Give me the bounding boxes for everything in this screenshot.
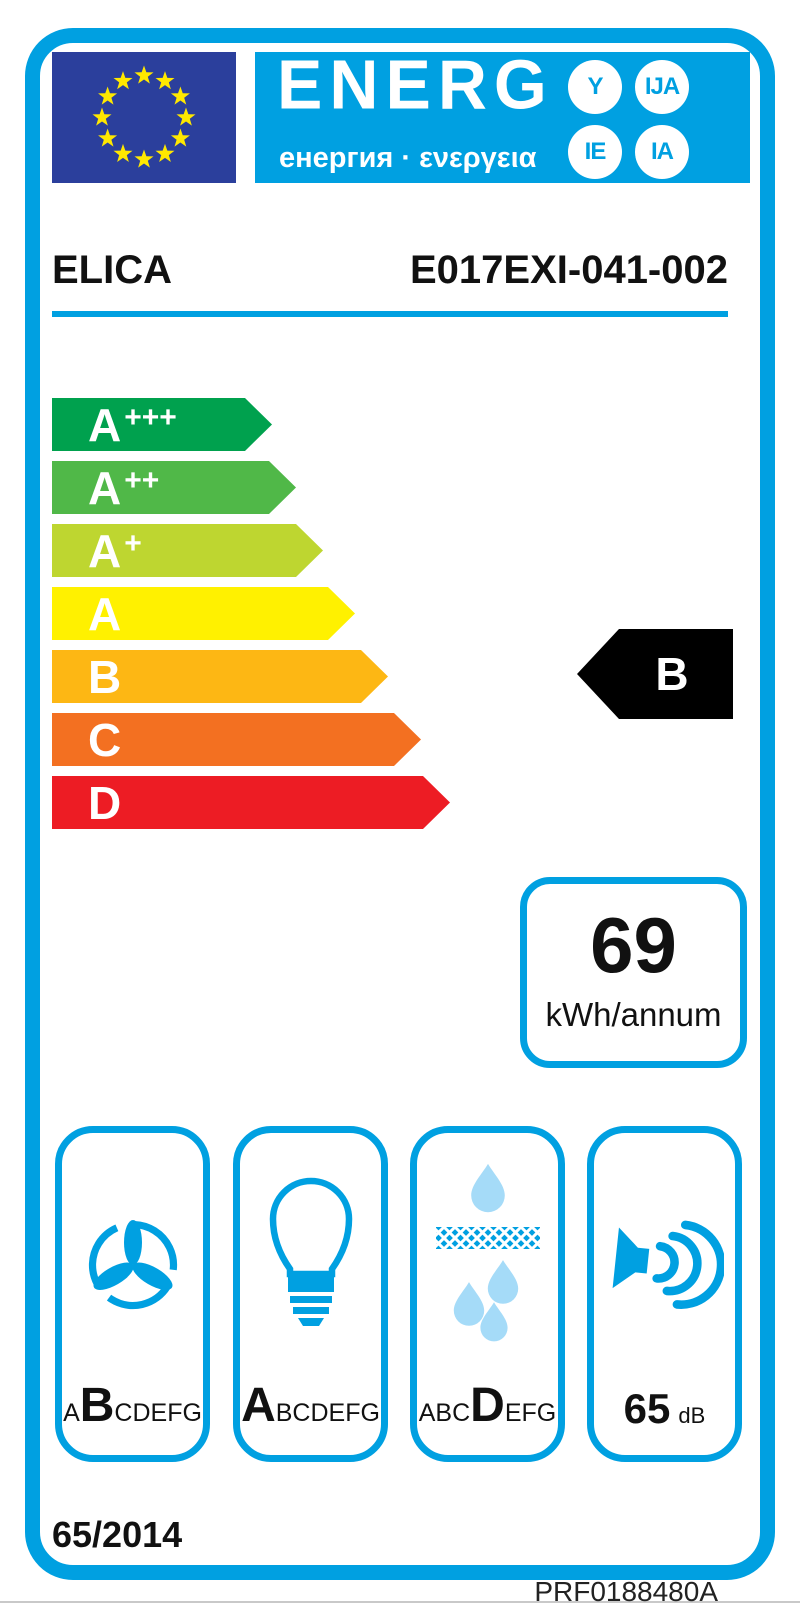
rating-arrow-a-plus2: A ++	[52, 461, 296, 514]
energ-logo: ENERG енергия · ενεργεια Y IJA IE IA	[255, 46, 750, 183]
regulation-number: 65/2014	[52, 1514, 183, 1555]
rating-arrow-d: D	[52, 776, 450, 829]
language-suffix-circle-ia: IA	[635, 125, 689, 179]
rating-arrow-b: B	[52, 650, 388, 703]
metric-box-lighting-efficiency: ABCDEFG	[233, 1126, 388, 1462]
letters-post: CDEFG	[114, 1399, 202, 1427]
rating-scale: A +++ A ++ A + A B C D	[52, 398, 450, 839]
metric-letters: ABCDEFG	[240, 1378, 381, 1433]
letter-highlight: D	[470, 1379, 505, 1432]
energy-consumption-unit: kWh/annum	[545, 996, 722, 1033]
reference-code: PRF0188480A	[534, 1576, 718, 1607]
rating-letter: C	[88, 713, 122, 766]
rating-arrow-a-plus1: A +	[52, 524, 323, 577]
rating-letter: D	[88, 776, 122, 829]
language-suffix-circle-ija: IJA	[635, 60, 689, 114]
rating-arrow-c: C	[52, 713, 421, 766]
language-suffix-circle-ie: IE	[568, 125, 622, 179]
energ-wordmark: ENERG	[277, 46, 554, 124]
rating-suffix: +	[124, 526, 142, 560]
brand-name: ELICA	[52, 248, 172, 292]
brand-model-row: ELICA E017EXI-041-002	[52, 248, 728, 293]
rating-letter: B	[88, 650, 122, 703]
rating-arrow-a: A	[52, 587, 355, 640]
energy-consumption-value: 69	[590, 901, 677, 989]
rating-letter: A	[88, 524, 122, 577]
lightbulb-icon	[269, 1177, 352, 1326]
energ-subtext: енергия · ενεργεια	[279, 142, 537, 174]
model-number: E017EXI-041-002	[409, 248, 728, 292]
letters-pre: ABC	[418, 1399, 471, 1427]
speaker-waves-icon	[612, 1220, 724, 1309]
fan-icon	[88, 1220, 177, 1310]
noise-value: 65	[623, 1385, 671, 1432]
filter-drops-icon	[435, 1163, 540, 1342]
letters-pre: A	[63, 1399, 80, 1427]
rating-letter: A	[88, 398, 122, 451]
noise-value-row: 65 dB	[594, 1385, 735, 1433]
rating-suffix: ++	[124, 463, 160, 497]
metric-box-noise: 65 dB	[587, 1126, 742, 1462]
language-suffix-circle-y: Y	[568, 60, 622, 114]
rating-letter: A	[88, 587, 122, 640]
rating-indicator-letter: B	[655, 648, 689, 700]
page-edge-line	[0, 1601, 800, 1603]
eu-flag-stars-icon	[52, 52, 236, 183]
rating-letter: A	[88, 461, 122, 514]
letter-highlight: B	[79, 1379, 115, 1432]
header-divider	[52, 311, 728, 317]
metric-letters: ABCDEFG	[62, 1378, 203, 1433]
letters-post: EFG	[504, 1399, 557, 1427]
metric-letters: ABCDEFG	[417, 1378, 558, 1433]
eu-flag	[52, 52, 236, 183]
energy-consumption-box: 69 kWh/annum	[520, 877, 747, 1068]
letter-highlight: A	[241, 1379, 276, 1432]
noise-unit: dB	[678, 1403, 706, 1428]
letters-post: BCDEFG	[275, 1399, 380, 1427]
rating-suffix: +++	[124, 400, 177, 434]
metric-box-grease-filtering: ABCDEFG	[410, 1126, 565, 1462]
rating-arrow-a-plus3: A +++	[52, 398, 272, 451]
metric-box-fan-efficiency: ABCDEFG	[55, 1126, 210, 1462]
